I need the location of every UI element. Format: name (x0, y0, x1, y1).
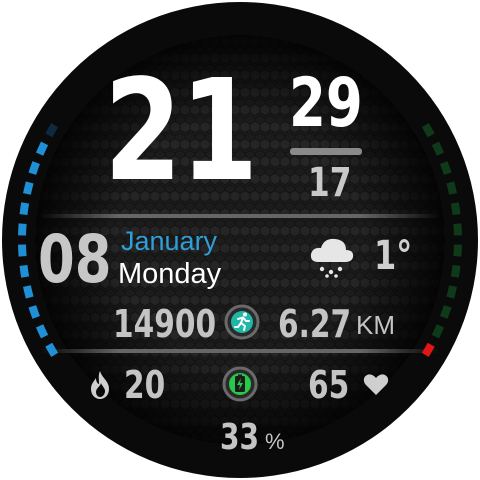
minute-underline (290, 148, 362, 155)
cloud-snow-icon (310, 238, 354, 278)
left-gauge-segment (19, 202, 30, 216)
right-gauge-segment (431, 141, 445, 156)
month-name: January (121, 226, 218, 256)
distance-value: 6.27 (278, 302, 352, 346)
right-gauge-segment (446, 285, 457, 299)
left-gauge-segment (18, 223, 27, 236)
right-gauge-segment (421, 342, 435, 357)
running-person-icon[interactable] (224, 304, 260, 340)
separator-bottom (40, 349, 440, 353)
separator-top (40, 214, 440, 218)
battery-percent-unit: % (265, 429, 285, 454)
right-gauge-segment (446, 181, 457, 195)
hour-digits: 21 (104, 50, 258, 213)
right-gauge-segment (450, 202, 461, 216)
left-gauge-segment (35, 141, 49, 156)
day-of-month: 08 (38, 221, 112, 298)
right-gauge-segment (421, 123, 435, 138)
step-count: 14900 (113, 302, 217, 346)
heart-rate-value: 65 (308, 363, 350, 407)
right-gauge-segment (431, 324, 445, 339)
left-gauge-segment (23, 285, 34, 299)
right-gauge-segment (440, 161, 452, 175)
right-gauge-segment (440, 305, 452, 319)
left-gauge-arc (18, 123, 59, 357)
flame-icon (91, 371, 109, 399)
left-gauge-segment (28, 305, 40, 319)
left-gauge-segment (19, 264, 30, 278)
right-gauge-arc (421, 123, 462, 357)
left-gauge-segment (28, 161, 40, 175)
left-gauge-segment (35, 324, 49, 339)
left-gauge-segment (45, 123, 59, 138)
calories-value: 20 (124, 363, 166, 407)
minute-digits: 29 (289, 64, 363, 143)
left-gauge-segment (23, 181, 34, 195)
right-gauge-segment (450, 264, 461, 278)
heart-icon (363, 374, 389, 395)
charging-bolt-icon[interactable] (222, 366, 258, 402)
left-gauge-segment (18, 244, 27, 257)
battery-percent: 33 (220, 417, 260, 458)
temperature-value: 1° (374, 233, 413, 279)
seconds-digits: 17 (308, 160, 352, 206)
right-gauge-segment (453, 244, 462, 257)
distance-unit: KM (356, 310, 395, 340)
right-gauge-segment (453, 223, 462, 236)
weekday-name: Monday (118, 258, 222, 290)
left-gauge-segment (45, 342, 59, 357)
